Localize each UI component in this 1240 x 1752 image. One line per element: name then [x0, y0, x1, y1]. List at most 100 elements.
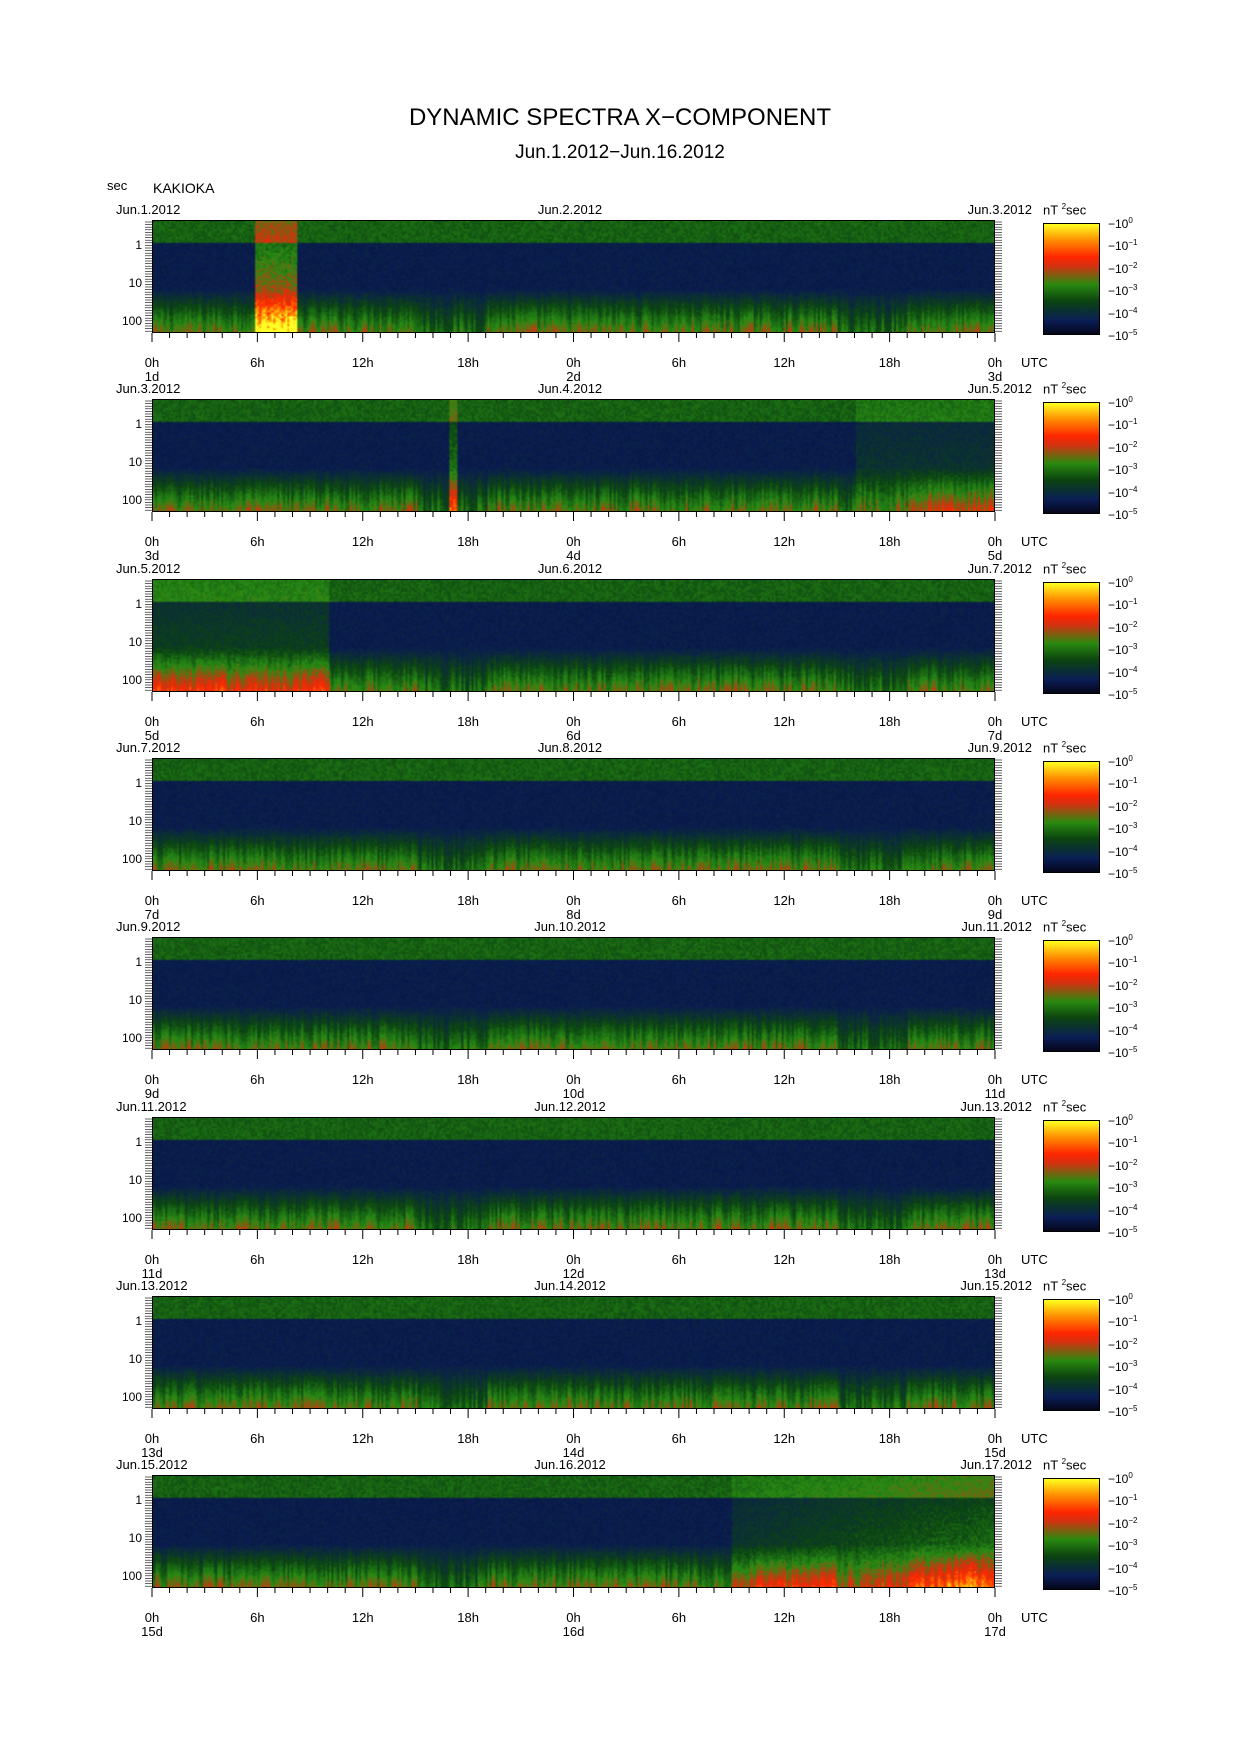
colorbar-tick-label: −100	[1108, 754, 1133, 769]
x-axis-unit: UTC	[1021, 1610, 1048, 1625]
colorbar-tick-label: −10−5	[1108, 866, 1138, 881]
x-axis-unit: UTC	[1021, 1431, 1048, 1446]
panel-row: Jun.9.2012 Jun.10.2012 Jun.11.2012 nT 2sec 1…	[0, 919, 1240, 1101]
x-tick-label: 0h	[987, 1431, 1003, 1446]
day-label: 12d	[562, 1266, 585, 1281]
colorbar	[1043, 402, 1100, 514]
panel-axes	[145, 938, 1002, 1059]
colorbar-tick-label: −100	[1108, 216, 1133, 231]
x-tick-label: 6h	[250, 1072, 265, 1087]
panel-date-start: Jun.9.2012	[116, 919, 181, 934]
colorbar	[1043, 940, 1100, 1052]
x-tick-label: 6h	[250, 1610, 265, 1625]
y-tick-label: 10	[128, 993, 142, 1007]
panel-axes	[145, 1118, 1002, 1239]
panel-row: Jun.15.2012 Jun.16.2012 Jun.17.2012 nT 2sec…	[0, 1457, 1240, 1639]
panel-row: Jun.11.2012 Jun.12.2012 Jun.13.2012 nT 2sec…	[0, 1099, 1240, 1281]
panel-date-mid: Jun.10.2012	[534, 919, 606, 934]
panel-axes	[145, 221, 1002, 342]
day-label: 13d	[984, 1266, 1006, 1281]
day-label: 5d	[987, 548, 1003, 563]
x-tick-label: 6h	[671, 1610, 687, 1625]
x-tick-label: 0h	[987, 714, 1003, 729]
x-tick-label: 0h	[987, 534, 1003, 549]
x-tick-label: 0h	[144, 1431, 160, 1446]
x-tick-label: 18h	[457, 1431, 479, 1446]
x-tick-label: 18h	[457, 1610, 479, 1625]
y-tick-label: 100	[121, 1211, 142, 1225]
x-tick-label: 6h	[671, 893, 687, 908]
panel-axes	[145, 1476, 1002, 1597]
x-tick-label: 12h	[773, 1072, 796, 1087]
colorbar-unit: nT 2sec	[1043, 561, 1087, 577]
colorbar-tick-label: −10−2	[1108, 1157, 1138, 1173]
colorbar-unit: nT 2sec	[1043, 1099, 1087, 1115]
x-tick-label: 18h	[878, 355, 901, 370]
colorbar-tick-label: −10−3	[1108, 1000, 1138, 1016]
panel-date-end: Jun.3.2012	[967, 202, 1032, 217]
colorbar-tick-label: −10−5	[1108, 1045, 1138, 1060]
panel-row: Jun.7.2012 Jun.8.2012 Jun.9.2012 nT 2sec 1 10…	[0, 740, 1240, 922]
panel-date-mid: Jun.8.2012	[537, 740, 603, 755]
colorbar-tick-label: −10−1	[1108, 597, 1138, 613]
y-tick-label: 100	[121, 852, 142, 866]
x-axis-unit: UTC	[1021, 1252, 1048, 1267]
colorbar	[1043, 582, 1100, 694]
day-label: 15d	[984, 1445, 1006, 1460]
colorbar-tick-label: −100	[1108, 1292, 1133, 1307]
colorbar-tick-label: −10−3	[1108, 283, 1138, 299]
colorbar-tick-label: −100	[1108, 1471, 1133, 1486]
spectrogram-image	[153, 1476, 994, 1587]
panel-date-mid: Jun.12.2012	[534, 1099, 606, 1114]
x-tick-label: 18h	[878, 1072, 901, 1087]
y-tick-label: 100	[121, 1390, 142, 1404]
panel-date-mid: Jun.4.2012	[537, 381, 603, 396]
panel-date-mid: Jun.6.2012	[537, 561, 603, 576]
colorbar-tick-label: −10−5	[1108, 1583, 1138, 1598]
day-label: 16d	[562, 1624, 585, 1639]
day-label: 13d	[141, 1445, 163, 1460]
x-tick-label: 6h	[250, 893, 265, 908]
day-label: 11d	[984, 1086, 1006, 1101]
day-label: 15d	[141, 1624, 163, 1639]
day-label: 3d	[144, 548, 160, 563]
x-tick-label: 18h	[457, 534, 479, 549]
x-tick-label: 12h	[773, 714, 796, 729]
x-tick-label: 6h	[250, 1431, 265, 1446]
x-tick-label: 12h	[351, 1610, 374, 1625]
panel-axes	[145, 1297, 1002, 1418]
x-tick-label: 0h	[144, 355, 160, 370]
colorbar-tick-label: −10−1	[1108, 776, 1138, 792]
colorbar-unit: nT 2sec	[1043, 919, 1087, 935]
colorbar-tick-label: −10−1	[1108, 238, 1138, 254]
colorbar-tick-label: −10−3	[1108, 1359, 1138, 1375]
day-label: 17d	[984, 1624, 1006, 1639]
y-tick-label: 1	[135, 417, 142, 431]
x-tick-label: 18h	[457, 1072, 479, 1087]
colorbar-unit: nT 2sec	[1043, 381, 1087, 397]
x-axis-unit: UTC	[1021, 355, 1048, 370]
colorbar-tick-label: −10−2	[1108, 439, 1138, 455]
panel-row: Jun.13.2012 Jun.14.2012 Jun.15.2012 nT 2sec…	[0, 1278, 1240, 1460]
panel-date-start: Jun.13.2012	[116, 1278, 188, 1293]
spectrogram-image	[153, 1297, 994, 1408]
x-tick-label: 6h	[250, 1252, 265, 1267]
day-label: 4d	[566, 548, 581, 563]
x-tick-label: 18h	[457, 714, 479, 729]
y-tick-label: 1	[135, 1314, 142, 1328]
day-label: 14d	[562, 1445, 585, 1460]
day-label: 6d	[566, 728, 581, 743]
colorbar-tick-label: −10−1	[1108, 417, 1138, 433]
x-tick-label: 6h	[250, 714, 265, 729]
y-tick-label: 10	[128, 635, 142, 649]
x-tick-label: 0h	[566, 1431, 581, 1446]
x-tick-label: 0h	[987, 893, 1003, 908]
x-tick-label: 0h	[566, 714, 581, 729]
x-tick-label: 12h	[351, 1252, 374, 1267]
x-tick-label: 0h	[987, 355, 1003, 370]
colorbar-tick-label: −10−4	[1108, 305, 1138, 321]
colorbar-tick-label: −100	[1108, 395, 1133, 410]
x-tick-label: 0h	[566, 893, 581, 908]
y-tick-label: 1	[135, 776, 142, 790]
y-tick-label: 100	[121, 1569, 142, 1583]
